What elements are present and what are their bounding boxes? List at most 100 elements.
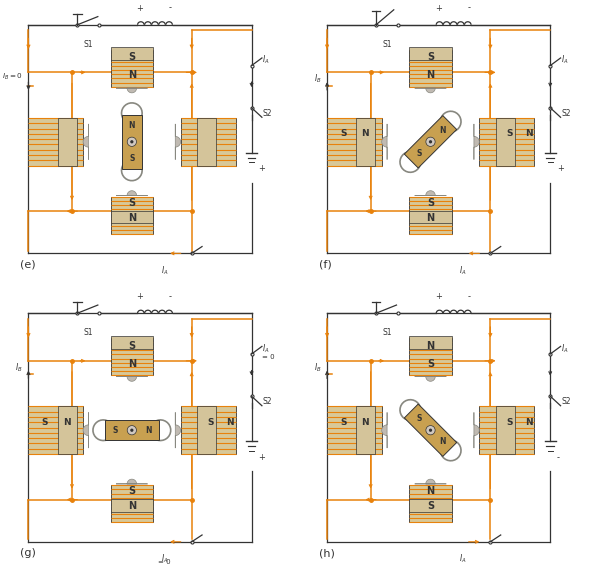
- Text: N: N: [129, 121, 135, 130]
- Bar: [58, 118, 77, 165]
- Polygon shape: [474, 124, 479, 160]
- Text: N: N: [427, 213, 434, 223]
- Text: N: N: [361, 418, 369, 427]
- Bar: [111, 499, 153, 512]
- Text: +: +: [557, 165, 564, 173]
- Text: S: S: [129, 341, 136, 351]
- Text: S: S: [416, 414, 422, 423]
- Circle shape: [130, 140, 133, 144]
- Bar: [356, 118, 375, 165]
- Bar: [496, 118, 515, 165]
- Text: N: N: [128, 359, 136, 368]
- Text: S: S: [340, 129, 347, 138]
- Text: $I_A$: $I_A$: [161, 264, 168, 277]
- Text: $I_B$: $I_B$: [314, 362, 322, 374]
- Text: $I_A$: $I_A$: [262, 342, 270, 355]
- Polygon shape: [474, 412, 479, 448]
- Bar: [409, 485, 452, 522]
- Text: S: S: [208, 418, 214, 427]
- Bar: [409, 499, 452, 512]
- Circle shape: [127, 426, 136, 435]
- Text: S: S: [129, 198, 136, 208]
- Text: -: -: [168, 292, 171, 301]
- Bar: [409, 336, 452, 348]
- Bar: [496, 407, 515, 454]
- Polygon shape: [415, 190, 446, 196]
- Text: $I_A$: $I_A$: [262, 54, 270, 66]
- Bar: [327, 118, 381, 165]
- Text: S: S: [506, 418, 513, 427]
- Polygon shape: [382, 124, 387, 160]
- Bar: [480, 407, 534, 454]
- Polygon shape: [116, 479, 148, 484]
- Circle shape: [130, 428, 133, 432]
- Text: = 0: = 0: [158, 559, 171, 566]
- Bar: [181, 407, 236, 454]
- Bar: [409, 50, 452, 87]
- Text: +: +: [137, 3, 143, 13]
- Text: S2: S2: [561, 397, 571, 406]
- Polygon shape: [116, 376, 148, 382]
- Text: N: N: [226, 418, 234, 427]
- Circle shape: [429, 428, 432, 432]
- Text: -: -: [557, 453, 560, 462]
- Polygon shape: [176, 124, 181, 160]
- Text: $I_A$: $I_A$: [561, 54, 569, 66]
- Text: S: S: [129, 154, 134, 162]
- Polygon shape: [83, 124, 89, 160]
- Text: (g): (g): [20, 548, 36, 558]
- Bar: [111, 338, 153, 375]
- Circle shape: [426, 426, 435, 435]
- Text: $I_A$: $I_A$: [161, 553, 168, 565]
- Bar: [327, 407, 381, 454]
- Text: N: N: [145, 426, 151, 435]
- Polygon shape: [405, 116, 457, 168]
- Bar: [111, 50, 153, 87]
- Bar: [28, 118, 83, 165]
- Circle shape: [429, 140, 432, 144]
- Bar: [111, 336, 153, 348]
- Bar: [111, 485, 153, 522]
- Text: $I_B$: $I_B$: [314, 73, 322, 85]
- Text: $I_A$: $I_A$: [459, 264, 467, 277]
- Text: S: S: [427, 359, 434, 368]
- Bar: [356, 407, 375, 454]
- Polygon shape: [405, 404, 457, 456]
- Bar: [409, 210, 452, 224]
- Polygon shape: [116, 190, 148, 196]
- Text: S: S: [113, 426, 118, 435]
- Text: S2: S2: [561, 109, 571, 118]
- Text: +: +: [435, 292, 442, 301]
- Text: N: N: [62, 418, 70, 427]
- Text: +: +: [137, 292, 143, 301]
- Bar: [480, 118, 534, 165]
- Text: S: S: [427, 198, 434, 208]
- Text: S: S: [506, 129, 513, 138]
- Text: +: +: [435, 3, 442, 13]
- Text: S: S: [129, 53, 136, 62]
- Text: S1: S1: [83, 39, 93, 49]
- Text: S1: S1: [83, 328, 93, 337]
- Text: (h): (h): [319, 548, 335, 558]
- Bar: [58, 407, 77, 454]
- Text: S1: S1: [382, 328, 392, 337]
- Polygon shape: [382, 412, 387, 448]
- Text: N: N: [128, 502, 136, 511]
- Bar: [111, 210, 153, 224]
- Text: N: N: [427, 486, 434, 496]
- Bar: [181, 118, 236, 165]
- Polygon shape: [105, 420, 159, 440]
- Text: N: N: [525, 418, 533, 427]
- Text: S: S: [427, 502, 434, 511]
- Text: -: -: [467, 292, 470, 301]
- Text: S1: S1: [382, 39, 392, 49]
- Text: S2: S2: [262, 109, 272, 118]
- Text: N: N: [525, 129, 533, 138]
- Bar: [111, 47, 153, 60]
- Bar: [28, 407, 83, 454]
- Polygon shape: [176, 412, 181, 448]
- Text: S2: S2: [262, 397, 272, 406]
- Text: S: S: [340, 418, 347, 427]
- Text: (e): (e): [20, 260, 36, 269]
- Text: N: N: [427, 341, 434, 351]
